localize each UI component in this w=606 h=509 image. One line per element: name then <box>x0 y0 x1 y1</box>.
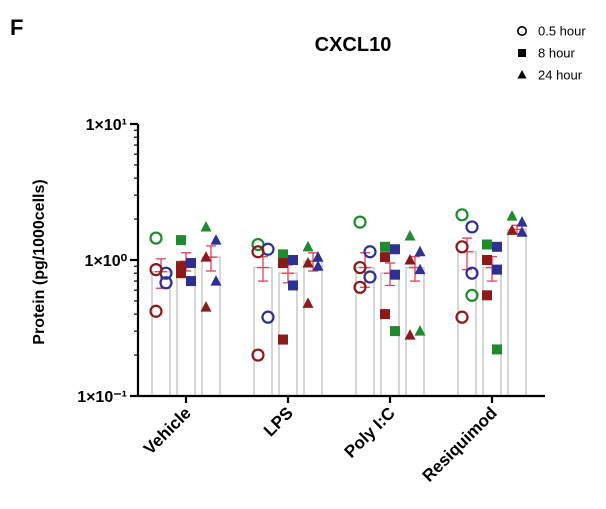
legend-marker <box>518 49 526 57</box>
x-tick-label: Resiquimod <box>419 403 501 485</box>
point-2-2-1 <box>414 245 426 257</box>
point-1-1-3 <box>288 280 298 291</box>
bar-1-2 <box>303 260 323 397</box>
point-2-0-0 <box>353 215 367 229</box>
point-3-1-3 <box>492 264 502 275</box>
point-0-0-3 <box>159 276 173 290</box>
point-3-2-1 <box>516 216 528 227</box>
point-3-2-0 <box>506 210 518 221</box>
point-2-1-5 <box>390 326 400 337</box>
point-3-0-5 <box>465 288 479 302</box>
x-axis: Vehicle LPS Poly I:C Resiquimod <box>138 394 545 486</box>
point-3-1-1 <box>492 241 502 252</box>
point-1-2-3 <box>312 260 324 271</box>
point-2-0-1 <box>363 245 377 259</box>
point-3-0-3 <box>465 266 479 280</box>
point-2-0-4 <box>353 280 367 294</box>
y-tick-label: 1×10¹ <box>86 117 127 134</box>
error-bar-2-2 <box>409 255 421 282</box>
point-3-1-4 <box>482 290 492 301</box>
point-0-0-2 <box>149 304 163 318</box>
point-3-1-2 <box>482 255 492 265</box>
x-tick-label: LPS <box>260 403 297 440</box>
bar-3-2 <box>507 228 527 397</box>
point-1-2-2 <box>302 257 314 268</box>
y-tick-label: 1×10⁻¹ <box>77 389 127 406</box>
legend-entry: 24 hour <box>517 68 583 83</box>
point-1-2-1 <box>312 251 324 262</box>
point-2-1-2 <box>380 252 390 263</box>
legend-label: 8 hour <box>538 46 576 61</box>
point-2-1-3 <box>390 269 400 280</box>
legend-label: 24 hour <box>538 68 583 83</box>
y-axis-label: Protein (pg/1000cells) <box>31 179 48 344</box>
legend-entry: 0.5 hour <box>516 24 586 39</box>
x-tick-label: Poly I:C <box>341 403 399 461</box>
point-0-2-1 <box>210 234 222 245</box>
panel-label: F <box>10 15 23 40</box>
point-3-2-2 <box>506 224 518 235</box>
point-2-1-1 <box>390 244 400 255</box>
legend-label: 0.5 hour <box>538 24 586 39</box>
plot-area <box>149 208 528 397</box>
point-0-1-2 <box>176 268 186 279</box>
y-tick-label: 1×10⁰ <box>85 253 128 270</box>
point-0-2-0 <box>200 220 212 232</box>
point-0-1-1 <box>186 258 196 269</box>
legend-marker <box>517 70 527 79</box>
point-0-1-4 <box>176 261 186 272</box>
point-1-1-1 <box>288 255 298 265</box>
point-0-0-0 <box>149 231 163 245</box>
point-1-0-2 <box>251 245 265 259</box>
point-3-2-3 <box>516 226 528 237</box>
point-0-2-3 <box>210 275 222 286</box>
point-0-2-2 <box>200 251 212 262</box>
point-2-1-0 <box>380 241 390 252</box>
point-0-0-4 <box>149 262 163 277</box>
point-0-1-3 <box>186 276 196 287</box>
bar-1-0 <box>253 266 273 397</box>
point-1-0-3 <box>261 310 275 324</box>
point-2-2-4 <box>404 329 416 340</box>
point-3-0-1 <box>465 220 479 234</box>
point-1-2-0 <box>302 240 314 252</box>
point-3-0-4 <box>455 310 469 324</box>
bar-0-0 <box>151 270 171 397</box>
point-1-2-4 <box>302 297 314 308</box>
point-2-0-2 <box>353 260 367 275</box>
point-0-1-0 <box>176 235 186 246</box>
point-3-1-0 <box>482 239 492 250</box>
point-3-0-0 <box>455 208 469 222</box>
point-2-2-5 <box>414 325 426 336</box>
point-1-1-0 <box>278 249 288 260</box>
bar-3-1 <box>482 266 502 397</box>
point-2-2-2 <box>404 254 416 265</box>
point-3-0-2 <box>455 240 469 254</box>
point-2-1-4 <box>380 309 390 320</box>
point-2-0-3 <box>363 270 377 284</box>
legend: 0.5 hour 8 hour 24 hour <box>516 24 586 83</box>
x-tick-label: Vehicle <box>140 403 195 458</box>
chart-title: CXCL10 <box>315 34 392 56</box>
point-1-1-4 <box>278 334 288 345</box>
y-axis: 1×10¹ 1×10⁰ 1×10⁻¹ <box>77 117 140 406</box>
point-0-2-4 <box>200 301 212 312</box>
point-2-2-0 <box>404 230 416 241</box>
legend-marker <box>516 25 527 36</box>
point-1-0-4 <box>251 348 265 362</box>
legend-entry: 8 hour <box>518 46 576 61</box>
point-1-1-2 <box>278 258 288 269</box>
point-3-1-5 <box>492 344 502 355</box>
point-2-2-3 <box>414 263 426 275</box>
